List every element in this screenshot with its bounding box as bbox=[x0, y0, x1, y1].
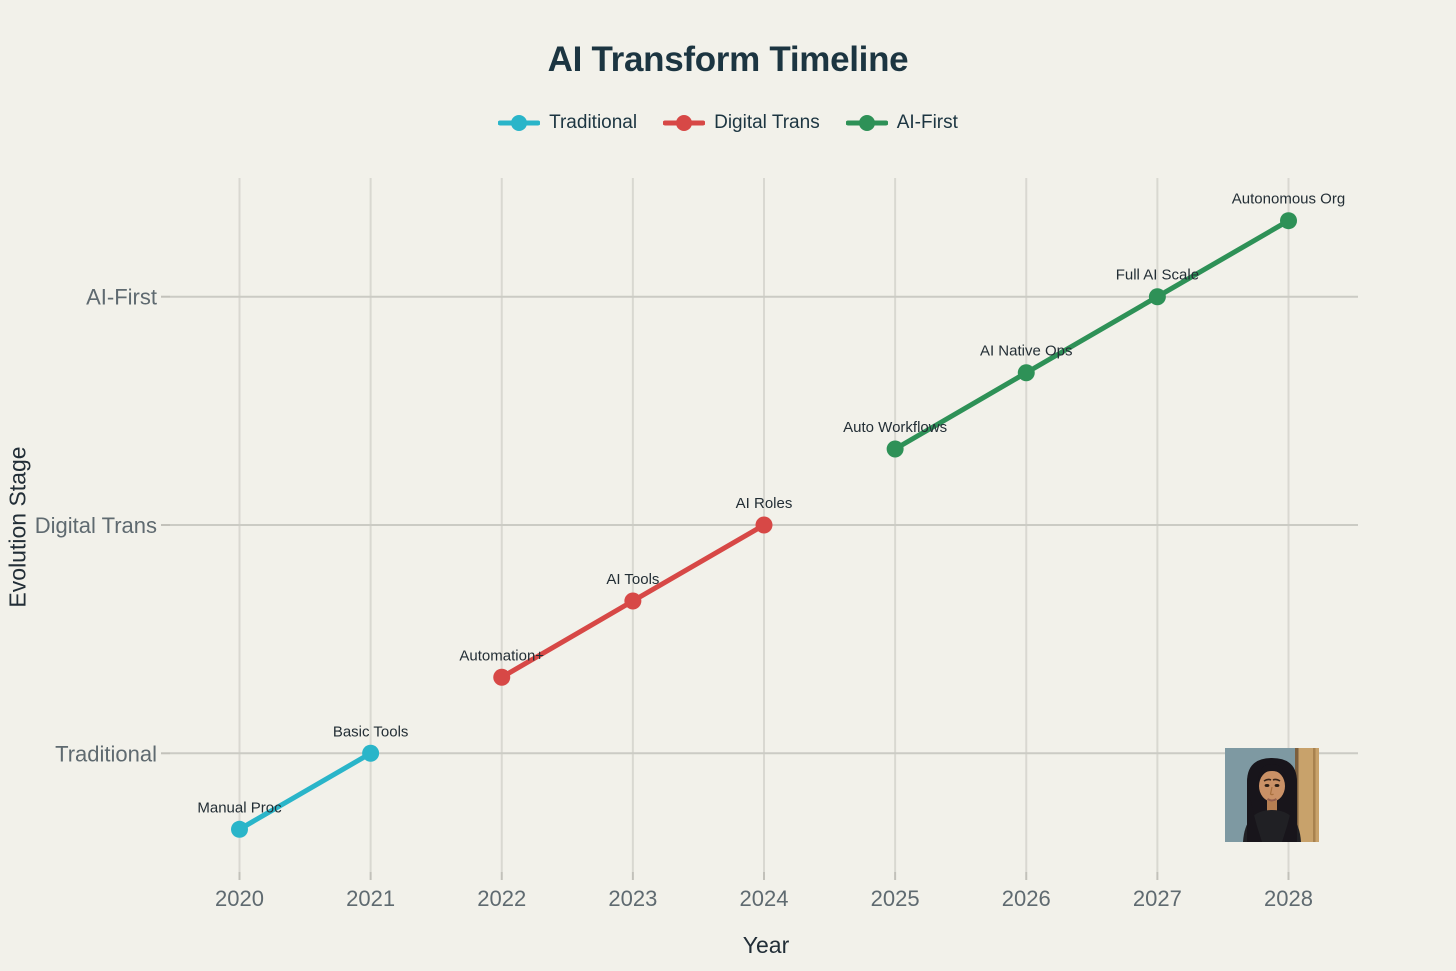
point-label: Basic Tools bbox=[333, 723, 409, 740]
x-tick-label: 2027 bbox=[1133, 886, 1182, 911]
legend-label: AI-First bbox=[896, 112, 958, 133]
y-tick-label: Digital Trans bbox=[35, 513, 157, 538]
chart-title: AI Transform Timeline bbox=[547, 40, 909, 79]
data-point-ai-first bbox=[1280, 212, 1298, 230]
avatar-left-eye bbox=[1264, 784, 1270, 787]
avatar-left-brow bbox=[1263, 778, 1272, 782]
point-label: Full AI Scale bbox=[1116, 267, 1199, 284]
avatar-right-brow bbox=[1272, 778, 1281, 782]
point-label: AI Tools bbox=[606, 571, 659, 588]
legend-label: Digital Trans bbox=[714, 112, 820, 133]
avatar-mouth bbox=[1266, 798, 1278, 802]
series-line-traditional bbox=[236, 750, 374, 832]
data-point-digital-trans bbox=[624, 592, 642, 610]
legend-item-digital-trans: Digital Trans bbox=[663, 112, 820, 134]
avatar-neck bbox=[1267, 796, 1277, 812]
legend-label: Traditional bbox=[549, 112, 638, 133]
x-tick-label: 2026 bbox=[1002, 886, 1051, 911]
series-line-ai-first bbox=[892, 218, 1292, 452]
x-tick-label: 2025 bbox=[871, 886, 920, 911]
avatar-hair-right bbox=[1282, 778, 1297, 842]
y-tick-label: AI-First bbox=[86, 285, 157, 310]
x-tick-label: 2028 bbox=[1264, 886, 1313, 911]
point-label: AI Roles bbox=[736, 495, 793, 512]
legend-marker-icon bbox=[498, 115, 541, 131]
data-point-digital-trans bbox=[755, 516, 773, 534]
x-tick-label: 2020 bbox=[215, 886, 264, 911]
x-axis-title: Year bbox=[742, 932, 790, 958]
data-point-digital-trans bbox=[493, 668, 511, 686]
avatar-portrait-graphic bbox=[1225, 748, 1319, 842]
legend-item-ai-first: AI-First bbox=[845, 112, 958, 134]
data-point-ai-first bbox=[886, 440, 904, 458]
avatar-face bbox=[1259, 770, 1285, 802]
y-tick-label: Traditional bbox=[55, 741, 157, 766]
x-tick-label: 2024 bbox=[740, 886, 789, 911]
x-tick-label: 2021 bbox=[346, 886, 395, 911]
point-label: Autonomous Org bbox=[1232, 191, 1345, 208]
data-point-ai-first bbox=[1017, 364, 1035, 382]
point-label: Auto Workflows bbox=[843, 419, 947, 436]
avatar-hair-left bbox=[1247, 778, 1262, 842]
chart-legend: Traditional Digital Trans AI-First bbox=[0, 112, 1456, 134]
point-label: Automation+ bbox=[459, 647, 544, 664]
y-axis-title: Evolution Stage bbox=[4, 446, 31, 608]
data-point-traditional bbox=[362, 744, 380, 762]
x-tick-label: 2023 bbox=[608, 886, 657, 911]
avatar-hairline bbox=[1258, 764, 1286, 781]
avatar-illustration bbox=[1225, 748, 1319, 842]
data-point-ai-first bbox=[1148, 288, 1166, 306]
point-label: AI Native Ops bbox=[980, 343, 1073, 360]
legend-item-traditional: Traditional bbox=[498, 112, 637, 134]
x-tick-label: 2022 bbox=[477, 886, 526, 911]
avatar-nose bbox=[1269, 786, 1274, 796]
legend-marker-icon bbox=[663, 115, 706, 131]
point-label: Manual Proc bbox=[197, 799, 282, 816]
data-point-traditional bbox=[230, 820, 248, 838]
avatar-doorframe-line bbox=[1313, 748, 1316, 842]
avatar-doorframe bbox=[1297, 748, 1319, 842]
avatar-right-eye bbox=[1274, 784, 1280, 787]
legend-marker-icon bbox=[845, 115, 888, 131]
